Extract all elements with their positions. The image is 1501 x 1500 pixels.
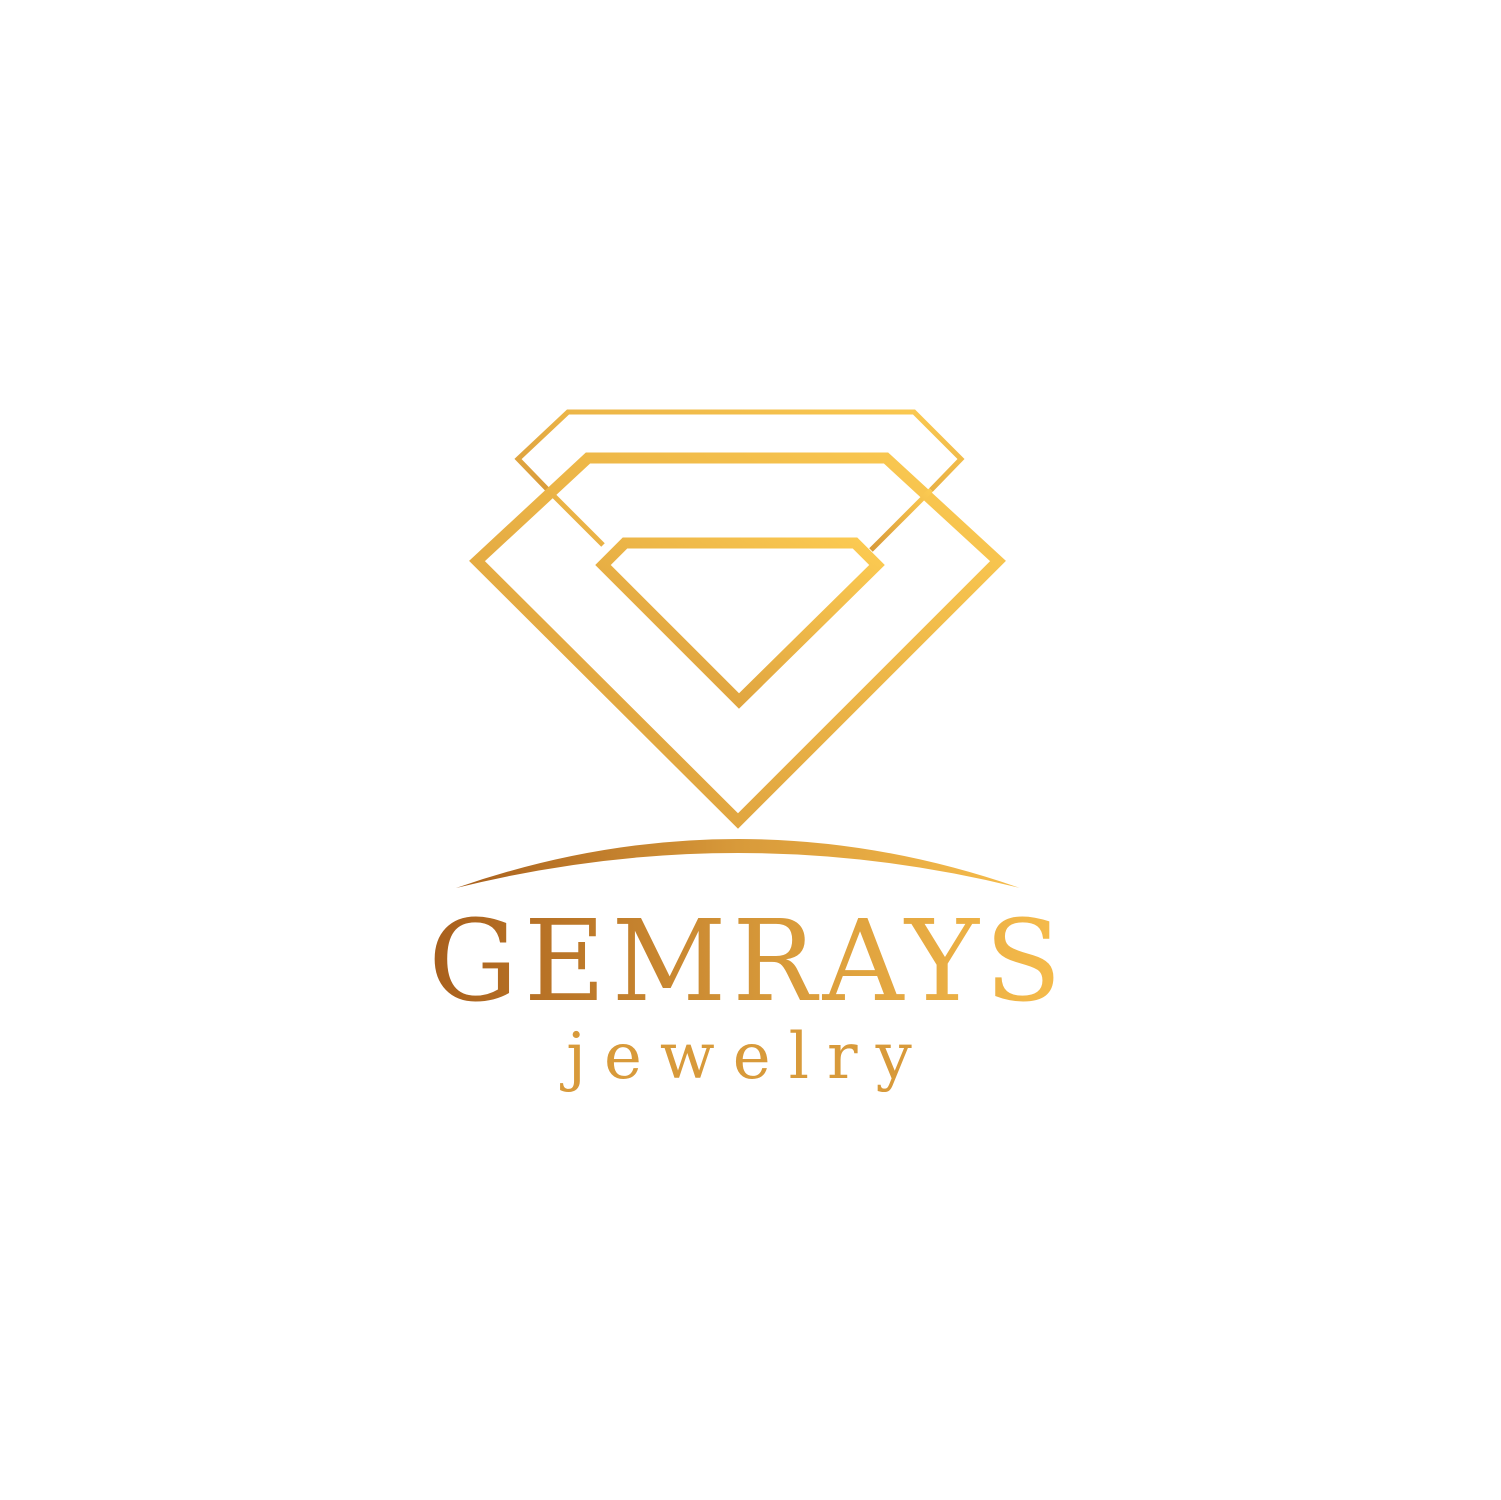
brand-tagline: jewelry [559,1020,930,1094]
right-connector-line [869,488,933,552]
diamond-logo-icon [456,409,1020,888]
brand-name: GEMRAYS [428,897,1067,1027]
small-diamond-outline [595,537,885,709]
left-connector-line [546,488,605,547]
large-diamond-outline [469,452,1006,829]
swoosh-arc [456,839,1020,888]
back-diamond-outline [514,409,965,492]
